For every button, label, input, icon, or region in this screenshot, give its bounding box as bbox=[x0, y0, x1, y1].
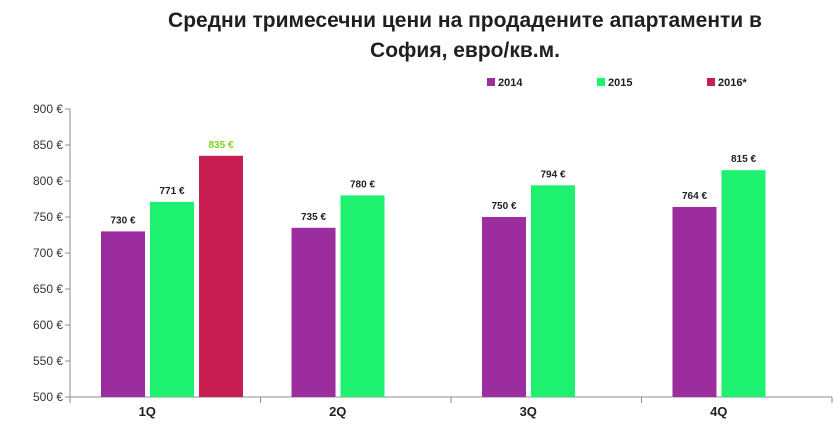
data-label: 835 € bbox=[208, 140, 233, 151]
data-label: 730 € bbox=[110, 215, 135, 226]
y-tick-label: 700 € bbox=[33, 246, 63, 260]
bar bbox=[721, 170, 766, 397]
legend-swatch bbox=[597, 78, 605, 86]
data-label: 780 € bbox=[350, 179, 375, 190]
legend-swatch bbox=[487, 78, 495, 86]
bar bbox=[672, 206, 717, 397]
data-label: 764 € bbox=[682, 191, 707, 202]
bar bbox=[291, 227, 336, 397]
data-label: 771 € bbox=[159, 186, 184, 197]
bar bbox=[199, 155, 243, 397]
chart-title: Средни тримесечни цени на продадените ап… bbox=[100, 6, 830, 66]
bar bbox=[531, 185, 575, 397]
y-tick-label: 600 € bbox=[33, 318, 63, 332]
y-tick-label: 650 € bbox=[33, 282, 63, 296]
legend-swatch bbox=[707, 78, 715, 86]
legend-label: 2014 bbox=[498, 77, 523, 89]
chart-title-line-2: София, евро/кв.м. bbox=[370, 39, 560, 62]
x-tick-label: 2Q bbox=[329, 404, 346, 419]
bar bbox=[101, 231, 145, 397]
x-tick-label: 4Q bbox=[710, 404, 727, 419]
y-tick-label: 850 € bbox=[33, 138, 63, 152]
legend-label: 2016* bbox=[718, 77, 747, 89]
bar bbox=[340, 195, 385, 397]
data-label: 794 € bbox=[540, 169, 565, 180]
y-tick-label: 750 € bbox=[33, 210, 63, 224]
y-tick-label: 500 € bbox=[33, 390, 63, 404]
y-tick-label: 550 € bbox=[33, 354, 63, 368]
y-tick-label: 800 € bbox=[33, 174, 63, 188]
data-label: 750 € bbox=[491, 201, 516, 212]
legend-label: 2015 bbox=[608, 77, 632, 89]
y-tick-label: 900 € bbox=[33, 102, 63, 116]
chart-title-line-1: Средни тримесечни цени на продадените ап… bbox=[168, 9, 762, 32]
bar bbox=[150, 201, 194, 397]
x-tick-label: 1Q bbox=[139, 404, 156, 419]
x-tick-label: 3Q bbox=[520, 404, 537, 419]
data-label: 735 € bbox=[301, 212, 326, 223]
data-label: 815 € bbox=[731, 154, 756, 165]
bar bbox=[482, 217, 526, 397]
